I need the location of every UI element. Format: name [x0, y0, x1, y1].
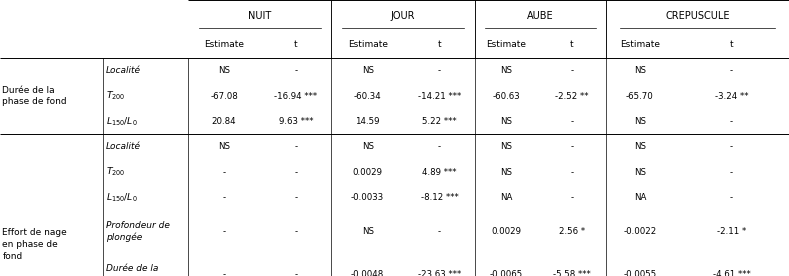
Text: Estimate: Estimate — [204, 40, 244, 49]
Text: -0.0055: -0.0055 — [623, 270, 656, 276]
Text: -: - — [222, 227, 226, 236]
Text: -: - — [294, 142, 297, 151]
Text: -: - — [570, 66, 574, 75]
Text: NS: NS — [634, 117, 646, 126]
Text: Profondeur de
plongée: Profondeur de plongée — [106, 221, 170, 242]
Text: -: - — [570, 168, 574, 177]
Text: AUBE: AUBE — [527, 11, 554, 21]
Text: CREPUSCULE: CREPUSCULE — [665, 11, 730, 21]
Text: $\mathit{T}_{200}$: $\mathit{T}_{200}$ — [106, 166, 125, 179]
Text: NUIT: NUIT — [248, 11, 271, 21]
Text: -: - — [222, 168, 226, 177]
Text: -: - — [294, 227, 297, 236]
Text: -14.21 ***: -14.21 *** — [418, 92, 461, 100]
Text: Durée de la
phase de fond: Durée de la phase de fond — [2, 86, 67, 107]
Text: -: - — [294, 66, 297, 75]
Text: NS: NS — [634, 142, 646, 151]
Text: -3.24 **: -3.24 ** — [715, 92, 748, 100]
Text: -: - — [294, 270, 297, 276]
Text: -5.58 ***: -5.58 *** — [553, 270, 591, 276]
Text: -: - — [222, 270, 226, 276]
Text: NS: NS — [218, 142, 230, 151]
Text: -: - — [730, 117, 733, 126]
Text: Effort de nage
en phase de
fond: Effort de nage en phase de fond — [2, 228, 67, 261]
Text: -16.94 ***: -16.94 *** — [275, 92, 317, 100]
Text: Localité: Localité — [106, 142, 140, 151]
Text: 14.59: 14.59 — [355, 117, 380, 126]
Text: $\mathit{L}_{150}/\mathit{L}_{0}$: $\mathit{L}_{150}/\mathit{L}_{0}$ — [106, 115, 137, 128]
Text: -: - — [730, 193, 733, 202]
Text: Localité: Localité — [106, 66, 140, 75]
Text: -67.08: -67.08 — [210, 92, 238, 100]
Text: t: t — [438, 40, 441, 49]
Text: -2.11 *: -2.11 * — [716, 227, 746, 236]
Text: -0.0065: -0.0065 — [490, 270, 523, 276]
Text: -: - — [570, 142, 574, 151]
Text: NS: NS — [361, 66, 374, 75]
Text: -: - — [438, 142, 441, 151]
Text: -: - — [438, 66, 441, 75]
Text: -65.70: -65.70 — [626, 92, 654, 100]
Text: $\mathit{T}_{200}$: $\mathit{T}_{200}$ — [106, 90, 125, 102]
Text: -: - — [570, 117, 574, 126]
Text: 4.89 ***: 4.89 *** — [422, 168, 457, 177]
Text: NS: NS — [500, 142, 513, 151]
Text: NS: NS — [634, 168, 646, 177]
Text: 0.0029: 0.0029 — [353, 168, 383, 177]
Text: -8.12 ***: -8.12 *** — [421, 193, 458, 202]
Text: t: t — [294, 40, 297, 49]
Text: -: - — [294, 168, 297, 177]
Text: -60.34: -60.34 — [353, 92, 382, 100]
Text: -: - — [222, 193, 226, 202]
Text: -4.61 ***: -4.61 *** — [712, 270, 750, 276]
Text: Estimate: Estimate — [487, 40, 526, 49]
Text: -23.63 ***: -23.63 *** — [418, 270, 461, 276]
Text: NS: NS — [361, 227, 374, 236]
Text: NS: NS — [634, 66, 646, 75]
Text: 5.22 ***: 5.22 *** — [422, 117, 457, 126]
Text: t: t — [730, 40, 733, 49]
Text: -60.63: -60.63 — [492, 92, 521, 100]
Text: -2.52 **: -2.52 ** — [555, 92, 589, 100]
Text: JOUR: JOUR — [391, 11, 416, 21]
Text: $\mathit{L}_{150}/\mathit{L}_{0}$: $\mathit{L}_{150}/\mathit{L}_{0}$ — [106, 191, 137, 204]
Text: 0.0029: 0.0029 — [492, 227, 522, 236]
Text: -: - — [438, 227, 441, 236]
Text: NS: NS — [500, 66, 513, 75]
Text: -: - — [730, 168, 733, 177]
Text: -0.0022: -0.0022 — [623, 227, 656, 236]
Text: NS: NS — [500, 168, 513, 177]
Text: 2.56 *: 2.56 * — [559, 227, 585, 236]
Text: Estimate: Estimate — [348, 40, 387, 49]
Text: NA: NA — [500, 193, 513, 202]
Text: t: t — [570, 40, 574, 49]
Text: -0.0048: -0.0048 — [351, 270, 384, 276]
Text: -: - — [570, 193, 574, 202]
Text: 9.63 ***: 9.63 *** — [279, 117, 313, 126]
Text: Estimate: Estimate — [620, 40, 660, 49]
Text: NS: NS — [361, 142, 374, 151]
Text: 20.84: 20.84 — [211, 117, 237, 126]
Text: -: - — [730, 66, 733, 75]
Text: NS: NS — [500, 117, 513, 126]
Text: -: - — [294, 193, 297, 202]
Text: -0.0033: -0.0033 — [351, 193, 384, 202]
Text: Durée de la
phase de fond: Durée de la phase de fond — [106, 264, 170, 276]
Text: -: - — [730, 142, 733, 151]
Text: NS: NS — [218, 66, 230, 75]
Text: NA: NA — [634, 193, 646, 202]
